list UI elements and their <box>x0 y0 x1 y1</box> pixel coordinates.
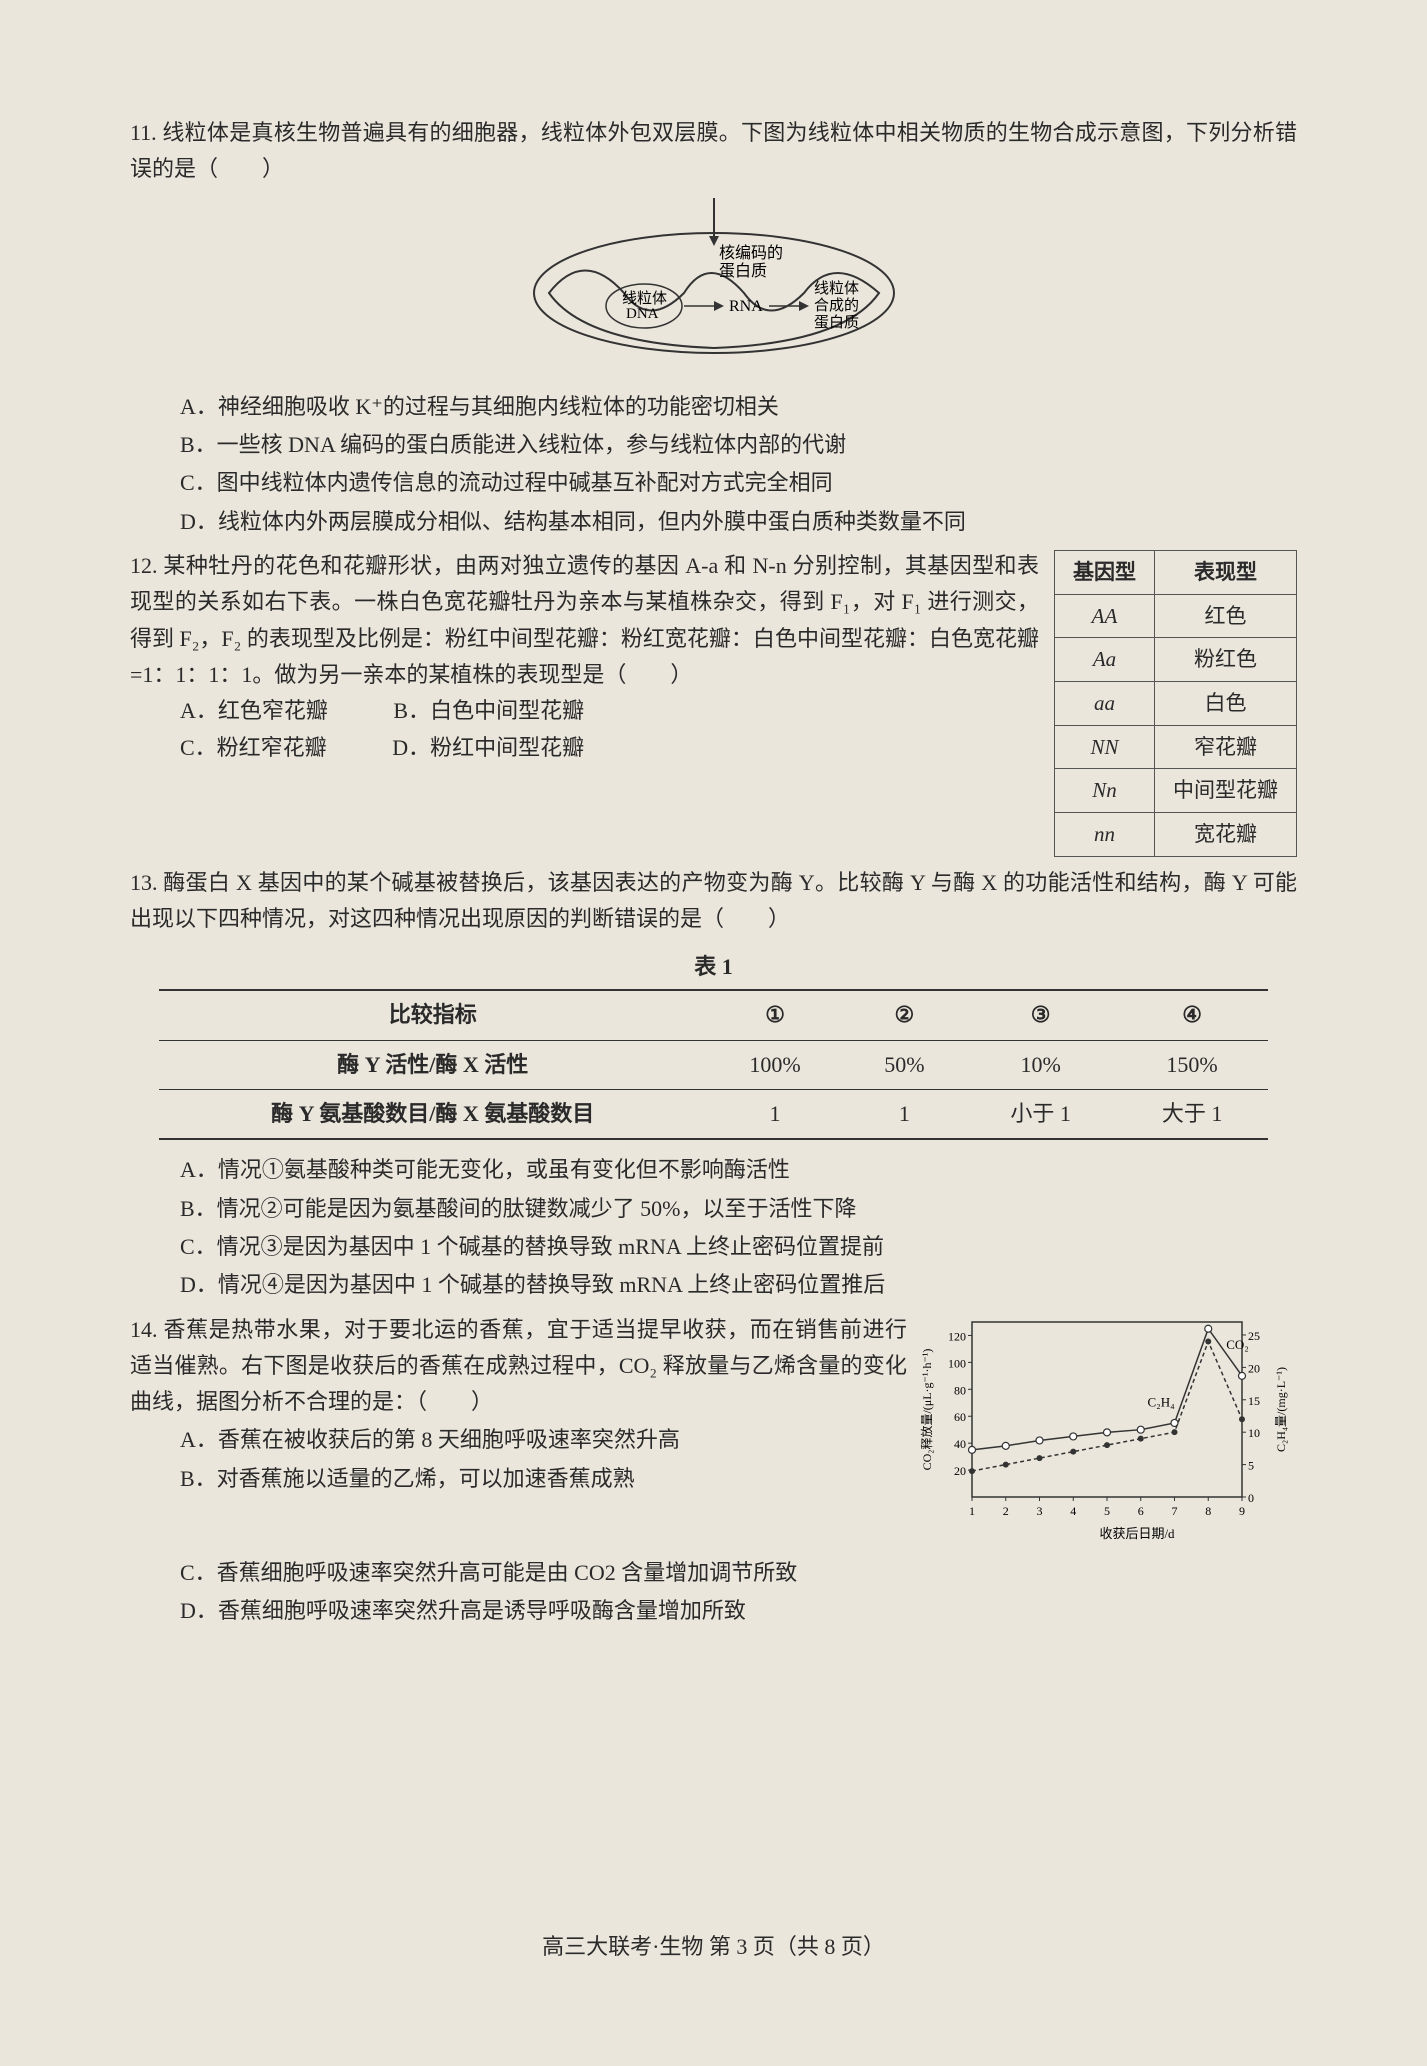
question-13: 13. 酶蛋白 X 基因中的某个碱基被替换后，该基因表达的产物变为酶 Y。比较酶… <box>130 865 1297 1304</box>
svg-text:25: 25 <box>1248 1328 1260 1342</box>
svg-text:C₂H₄: C₂H₄ <box>1148 1394 1176 1409</box>
svg-text:蛋白质: 蛋白质 <box>814 314 859 331</box>
svg-text:CO₂释放量/(μL·g⁻¹·h⁻¹): CO₂释放量/(μL·g⁻¹·h⁻¹) <box>919 1348 934 1470</box>
svg-text:1: 1 <box>969 1504 975 1518</box>
svg-text:15: 15 <box>1248 1393 1260 1407</box>
svg-text:蛋白质: 蛋白质 <box>719 262 767 280</box>
svg-text:80: 80 <box>954 1383 966 1397</box>
q14-opt-d: D．香蕉细胞呼吸速率突然升高是诱导呼吸酶含量增加所致 <box>180 1593 1297 1629</box>
svg-text:RNA: RNA <box>729 298 763 315</box>
svg-text:5: 5 <box>1248 1458 1254 1472</box>
q14-options: A．香蕉在被收获后的第 8 天细胞呼吸速率突然升高 B．对香蕉施以适量的乙烯，可… <box>180 1422 907 1497</box>
svg-text:100: 100 <box>948 1356 966 1370</box>
label-nucleus-encoded: 核编码的 <box>719 244 783 262</box>
q14-opt-b: B．对香蕉施以适量的乙烯，可以加速香蕉成熟 <box>180 1461 907 1497</box>
question-11: 11. 线粒体是真核生物普遍具有的细胞器，线粒体外包双层膜。下图为线粒体中相关物… <box>130 115 1297 540</box>
q11-options: A．神经细胞吸收 K⁺的过程与其细胞内线粒体的功能密切相关 B．一些核 DNA … <box>180 389 1297 540</box>
svg-text:线粒体: 线粒体 <box>622 290 667 307</box>
q13-opt-c: C．情况③是因为基因中 1 个碱基的替换导致 mRNA 上终止密码位置提前 <box>180 1229 1297 1265</box>
svg-text:CO₂: CO₂ <box>1226 1336 1249 1351</box>
q14-opt-c: C．香蕉细胞呼吸速率突然升高可能是由 CO2 含量增加调节所致 <box>180 1555 1297 1591</box>
q11-diagram: 核编码的 蛋白质 线粒体 DNA RNA 线粒体 合成的 蛋白质 <box>130 198 1297 379</box>
q11-opt-a: A．神经细胞吸收 K⁺的过程与其细胞内线粒体的功能密切相关 <box>180 389 1297 425</box>
question-14: 14. 香蕉是热带水果，对于要北运的香蕉，宜于适当提早收获，而在销售前进行适当催… <box>130 1312 1297 1630</box>
q12-opt-c: C．粉红窄花瓣 <box>180 730 327 766</box>
svg-text:4: 4 <box>1070 1504 1076 1518</box>
svg-text:20: 20 <box>954 1464 966 1478</box>
svg-text:10: 10 <box>1248 1426 1260 1440</box>
svg-text:C₂H₄量/(mg·L⁻¹): C₂H₄量/(mg·L⁻¹) <box>1274 1367 1288 1452</box>
q13-text: 13. 酶蛋白 X 基因中的某个碱基被替换后，该基因表达的产物变为酶 Y。比较酶… <box>130 865 1297 938</box>
svg-text:60: 60 <box>954 1410 966 1424</box>
q12-table: 基因型 表现型 AA红色 Aa粉红色 aa白色 NN窄花瓣 Nn中间型花瓣 nn… <box>1054 550 1297 856</box>
q14-opt-a: A．香蕉在被收获后的第 8 天细胞呼吸速率突然升高 <box>180 1422 907 1458</box>
svg-text:3: 3 <box>1037 1504 1043 1518</box>
question-12: 12. 某种牡丹的花色和花瓣形状，由两对独立遗传的基因 A-a 和 N-n 分别… <box>130 548 1297 856</box>
q11-opt-d: D．线粒体内外两层膜成分相似、结构基本相同，但内外膜中蛋白质种类数量不同 <box>180 504 1297 540</box>
svg-text:5: 5 <box>1104 1504 1110 1518</box>
table1-title: 表 1 <box>130 949 1297 985</box>
q12-th-geno: 基因型 <box>1055 551 1155 595</box>
q13-opt-d: D．情况④是因为基因中 1 个碱基的替换导致 mRNA 上终止密码位置推后 <box>180 1267 1297 1303</box>
svg-text:合成的: 合成的 <box>814 297 859 314</box>
svg-text:线粒体: 线粒体 <box>814 280 859 297</box>
q11-opt-b: B．一些核 DNA 编码的蛋白质能进入线粒体，参与线粒体内部的代谢 <box>180 427 1297 463</box>
q14-chart: 20 40 60 80 100 120 0 5 10 15 20 25 1 2 3 4 5 6 7 8 9 收获后日期/d… <box>917 1312 1297 1553</box>
q12-opt-a: A．红色窄花瓣 <box>180 693 328 729</box>
svg-text:20: 20 <box>1248 1361 1260 1375</box>
svg-text:120: 120 <box>948 1329 966 1343</box>
q13-opt-b: B．情况②可能是因为氨基酸间的肽键数减少了 50%，以至于活性下降 <box>180 1191 1297 1227</box>
svg-text:0: 0 <box>1248 1491 1254 1505</box>
q13-opt-a: A．情况①氨基酸种类可能无变化，或虽有变化但不影响酶活性 <box>180 1152 1297 1188</box>
svg-text:9: 9 <box>1239 1504 1245 1518</box>
svg-text:40: 40 <box>954 1437 966 1451</box>
svg-text:8: 8 <box>1205 1504 1211 1518</box>
q13-options: A．情况①氨基酸种类可能无变化，或虽有变化但不影响酶活性 B．情况②可能是因为氨… <box>180 1152 1297 1303</box>
page-footer: 高三大联考·生物 第 3 页（共 8 页） <box>130 1929 1297 1965</box>
svg-text:7: 7 <box>1172 1504 1178 1518</box>
q11-opt-c: C．图中线粒体内遗传信息的流动过程中碱基互补配对方式完全相同 <box>180 465 1297 501</box>
svg-text:2: 2 <box>1003 1504 1009 1518</box>
svg-text:收获后日期/d: 收获后日期/d <box>1099 1526 1175 1541</box>
q12-th-pheno: 表现型 <box>1155 551 1297 595</box>
svg-text:6: 6 <box>1138 1504 1144 1518</box>
q11-text: 11. 线粒体是真核生物普遍具有的细胞器，线粒体外包双层膜。下图为线粒体中相关物… <box>130 115 1297 188</box>
q13-table: 比较指标 ① ② ③ ④ 酶 Y 活性/酶 X 活性 100% 50% 10% … <box>159 989 1268 1140</box>
q12-opt-d: D．粉红中间型花瓣 <box>392 730 584 766</box>
q14-text: 14. 香蕉是热带水果，对于要北运的香蕉，宜于适当提早收获，而在销售前进行适当催… <box>130 1312 907 1421</box>
q12-opt-b: B．白色中间型花瓣 <box>393 693 584 729</box>
svg-text:DNA: DNA <box>626 306 659 322</box>
q12-text: 12. 某种牡丹的花色和花瓣形状，由两对独立遗传的基因 A-a 和 N-n 分别… <box>130 548 1039 693</box>
